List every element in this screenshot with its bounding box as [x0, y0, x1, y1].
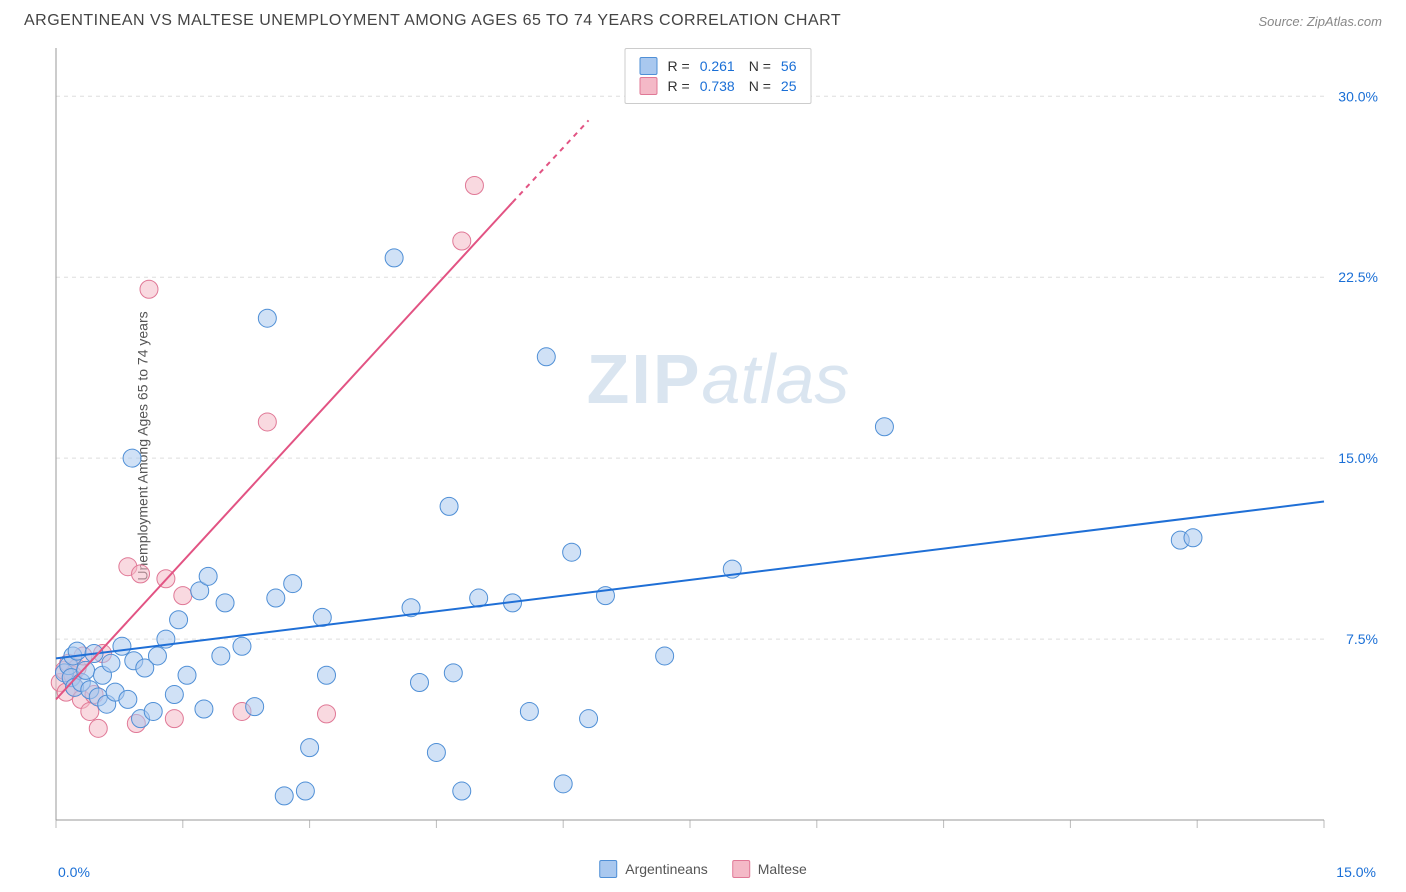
r-value-maltese: 0.738 — [700, 78, 735, 94]
chart-header: ARGENTINEAN VS MALTESE UNEMPLOYMENT AMON… — [0, 0, 1406, 38]
legend-swatch-icon — [599, 860, 617, 878]
x-axis-min-label: 0.0% — [58, 864, 90, 880]
legend-row-maltese: R = 0.738 N = 25 — [640, 77, 797, 95]
legend-row-argentineans: R = 0.261 N = 56 — [640, 57, 797, 75]
legend-swatch-maltese — [640, 77, 658, 95]
chart-source: Source: ZipAtlas.com — [1258, 14, 1382, 29]
series-legend: Argentineans Maltese — [599, 860, 807, 878]
svg-text:15.0%: 15.0% — [1338, 450, 1378, 466]
r-value-argentineans: 0.261 — [700, 58, 735, 74]
n-value-maltese: 25 — [781, 78, 797, 94]
n-value-argentineans: 56 — [781, 58, 797, 74]
legend-swatch-icon — [732, 860, 750, 878]
legend-item-argentineans: Argentineans — [599, 860, 708, 878]
svg-text:22.5%: 22.5% — [1338, 269, 1378, 285]
svg-text:7.5%: 7.5% — [1346, 631, 1378, 647]
x-axis-max-label: 15.0% — [1336, 864, 1376, 880]
chart-area: R = 0.261 N = 56 R = 0.738 N = 25 ZIPatl… — [50, 44, 1386, 842]
svg-text:30.0%: 30.0% — [1338, 88, 1378, 104]
scatter-plot-svg: 7.5% 15.0% 22.5% 30.0% — [50, 44, 1386, 842]
legend-item-maltese: Maltese — [732, 860, 807, 878]
correlation-legend: R = 0.261 N = 56 R = 0.738 N = 25 — [625, 48, 812, 104]
chart-title: ARGENTINEAN VS MALTESE UNEMPLOYMENT AMON… — [24, 12, 841, 30]
legend-swatch-argentineans — [640, 57, 658, 75]
